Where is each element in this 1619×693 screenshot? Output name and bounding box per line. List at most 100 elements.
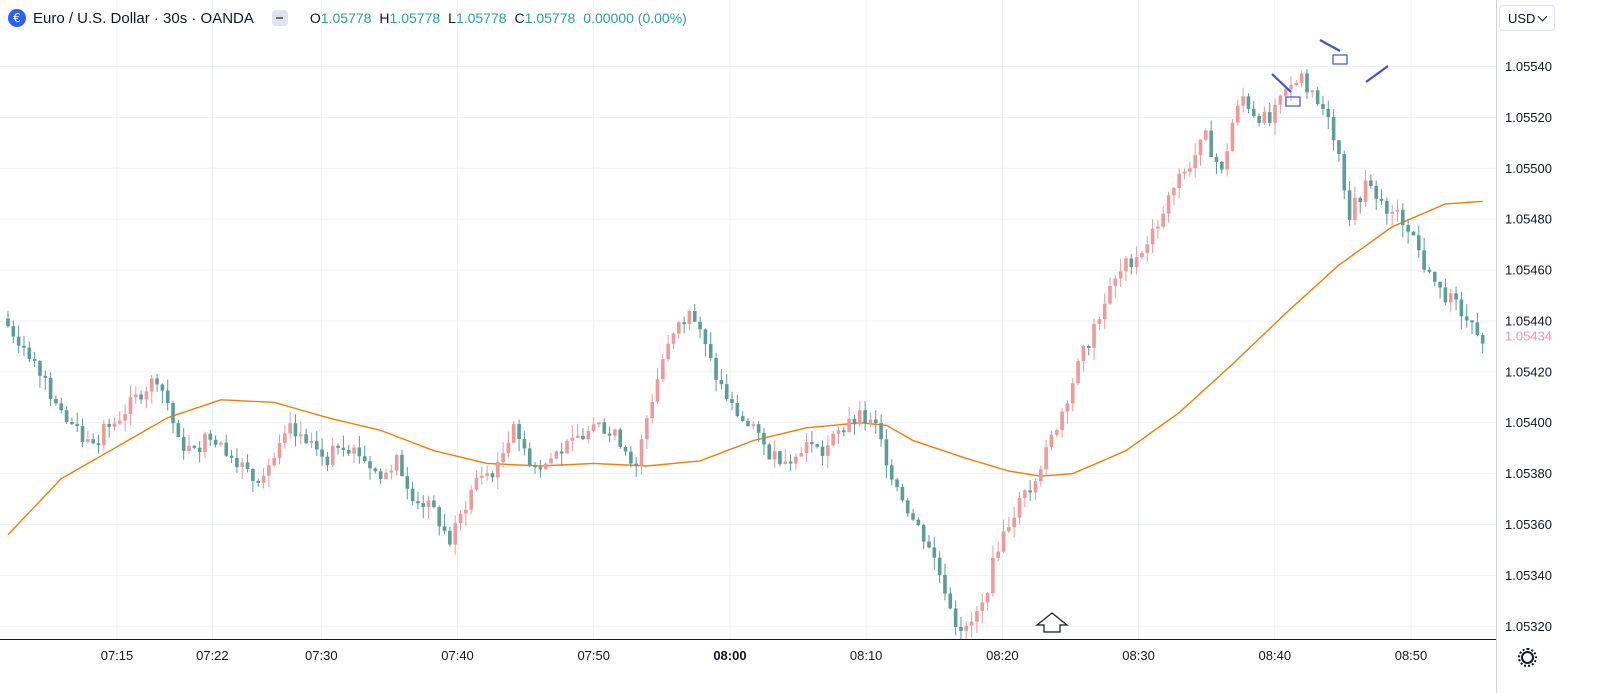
candle-body bbox=[889, 465, 894, 480]
candle-body bbox=[1134, 257, 1139, 268]
candle-body bbox=[314, 441, 319, 450]
candle-body bbox=[964, 625, 969, 631]
time-tick-label: 08:50 bbox=[1395, 648, 1428, 663]
candle-body bbox=[464, 509, 468, 514]
candle-body bbox=[1459, 299, 1464, 317]
time-tick-label: 08:30 bbox=[1122, 648, 1155, 663]
price-scale-ticks: 1.05540 1.05520 1.05500 1.05480 1.05460 1.054… bbox=[1497, 59, 1557, 634]
currency-select[interactable]: USD bbox=[1499, 5, 1555, 31]
candle-body bbox=[778, 451, 782, 465]
candle-body bbox=[522, 438, 527, 449]
price-tick-label: 1.05360 bbox=[1505, 517, 1552, 532]
candle-body bbox=[1251, 108, 1256, 117]
candle-body bbox=[70, 422, 74, 425]
price-tick-label: 1.05420 bbox=[1505, 364, 1552, 379]
candle-body bbox=[820, 446, 825, 456]
candle-body bbox=[394, 454, 399, 471]
candle-body bbox=[1124, 258, 1128, 272]
candle-body bbox=[107, 423, 111, 427]
candle-body bbox=[1166, 195, 1171, 214]
candle-body bbox=[900, 486, 905, 501]
candle-body bbox=[86, 439, 90, 443]
price-scale-bg bbox=[1496, 0, 1619, 693]
candle-body bbox=[128, 397, 133, 415]
candle-body bbox=[213, 439, 218, 445]
candle-body bbox=[767, 444, 772, 460]
candle-body bbox=[501, 453, 505, 463]
collapse-legend-button[interactable] bbox=[271, 10, 288, 26]
time-tick-label: 07:50 bbox=[577, 648, 610, 663]
candle-body bbox=[1033, 481, 1038, 493]
candle-body bbox=[682, 322, 686, 325]
candle-body bbox=[155, 378, 159, 385]
candle-body bbox=[826, 445, 830, 456]
candle-body bbox=[1028, 490, 1032, 493]
candle-body bbox=[1140, 252, 1144, 258]
candle-body bbox=[325, 456, 330, 466]
candle-body bbox=[64, 410, 69, 423]
candle-body bbox=[1273, 104, 1277, 123]
candle-body bbox=[645, 418, 649, 440]
candle-body bbox=[330, 445, 335, 466]
price-tick-label: 1.05320 bbox=[1505, 619, 1552, 634]
symbol-title[interactable]: Euro / U.S. Dollar · 30s · OANDA bbox=[33, 9, 254, 27]
candle-body bbox=[357, 447, 362, 457]
time-tick-label: 08:10 bbox=[850, 648, 883, 663]
candle-body bbox=[304, 434, 308, 444]
candle-body bbox=[416, 501, 420, 504]
chart-settings-button[interactable] bbox=[1516, 646, 1538, 668]
candle-body bbox=[804, 442, 809, 454]
candle-body bbox=[527, 448, 532, 466]
candle-body bbox=[245, 462, 250, 470]
candle-body bbox=[1470, 320, 1474, 323]
candle-body bbox=[1225, 151, 1229, 170]
candle-body bbox=[1177, 173, 1182, 189]
candle-body bbox=[597, 422, 601, 425]
candle-body bbox=[1172, 188, 1176, 196]
candle-body bbox=[400, 454, 404, 477]
candle-body bbox=[240, 462, 245, 468]
candle-body bbox=[671, 333, 676, 344]
low-value: 1.05778 bbox=[455, 10, 507, 26]
candle-body bbox=[980, 602, 985, 612]
candle-body bbox=[1305, 73, 1309, 93]
time-tick-label: 08:20 bbox=[986, 648, 1019, 663]
candle-body bbox=[283, 433, 287, 443]
candle-body bbox=[426, 500, 431, 508]
candle-body bbox=[293, 423, 298, 437]
candle-body bbox=[1118, 271, 1123, 279]
candle-body bbox=[570, 437, 575, 441]
candle-body bbox=[480, 475, 484, 478]
candle-body bbox=[112, 423, 117, 427]
candle-body bbox=[1156, 226, 1160, 229]
candle-body bbox=[1358, 197, 1363, 203]
candle-body bbox=[43, 375, 48, 378]
symbol-legend: Euro / U.S. Dollar · 30s · OANDA O1.0577… bbox=[8, 6, 687, 30]
candle-body bbox=[985, 593, 990, 603]
candle-body bbox=[703, 329, 708, 345]
candle-body bbox=[1401, 209, 1405, 225]
candle-body bbox=[1188, 168, 1192, 172]
candle-body bbox=[75, 424, 80, 427]
candle-body bbox=[735, 402, 740, 417]
time-tick-label: 08:40 bbox=[1259, 648, 1292, 663]
candle-body bbox=[708, 344, 713, 358]
annotation-box bbox=[1332, 54, 1348, 65]
candle-body bbox=[676, 322, 681, 334]
candle-body bbox=[133, 394, 138, 398]
candle-body bbox=[852, 418, 857, 425]
candle-body bbox=[1113, 278, 1118, 286]
low-key: L bbox=[448, 10, 456, 26]
moving-average-line bbox=[7, 200, 1483, 536]
candle-body bbox=[197, 447, 202, 453]
annotations-layer bbox=[1035, 39, 1389, 633]
candle-body bbox=[927, 541, 931, 548]
candle-body bbox=[229, 455, 234, 458]
candle-body bbox=[1438, 281, 1442, 288]
close-value: 1.05778 bbox=[524, 10, 576, 26]
up-arrow-icon bbox=[1035, 612, 1069, 633]
candle-body bbox=[384, 472, 388, 479]
candle-body bbox=[975, 611, 979, 622]
candle-body bbox=[139, 394, 143, 400]
